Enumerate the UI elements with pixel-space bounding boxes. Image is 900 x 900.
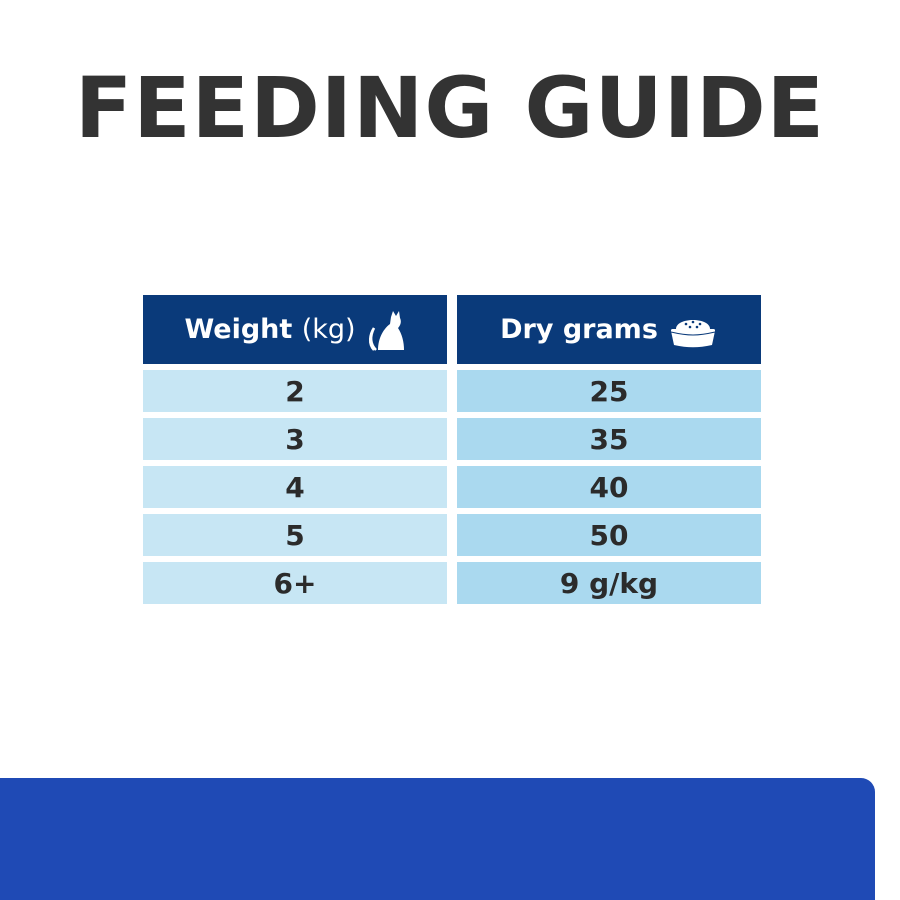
weight-header: Weight (kg): [143, 295, 447, 364]
weight-header-label: Weight: [184, 314, 293, 345]
weight-cell: 6+: [143, 562, 447, 604]
cat-icon: [366, 308, 406, 352]
dry-grams-cell: 9 g/kg: [457, 562, 761, 604]
dry-grams-cell: 40: [457, 466, 761, 508]
dry-grams-column: Dry grams 25 35 40 50 9 g/kg: [457, 295, 761, 604]
dry-grams-header: Dry grams: [457, 295, 761, 364]
weight-column: Weight (kg) 2 3 4 5 6+: [143, 295, 447, 604]
dry-grams-header-label: Dry grams: [500, 314, 658, 345]
weight-cell: 5: [143, 514, 447, 556]
weight-cell: 3: [143, 418, 447, 460]
weight-cell: 4: [143, 466, 447, 508]
weight-header-unit: (kg): [301, 314, 356, 345]
dry-grams-cell: 25: [457, 370, 761, 412]
dry-grams-cell: 35: [457, 418, 761, 460]
food-bowl-icon: [668, 311, 718, 349]
page-title: FEEDING GUIDE: [74, 59, 826, 157]
weight-cell: 2: [143, 370, 447, 412]
dry-grams-cell: 50: [457, 514, 761, 556]
bottom-blue-panel: [0, 778, 875, 900]
